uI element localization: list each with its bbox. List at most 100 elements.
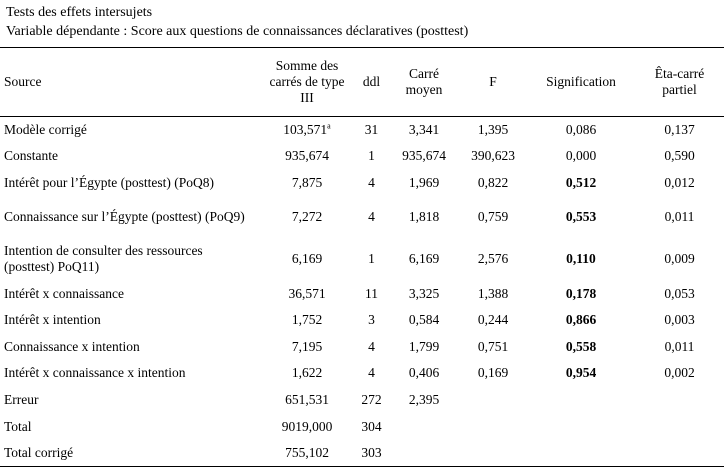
cell-mean-square: 0,584 bbox=[408, 312, 440, 328]
cell-source: Intérêt x intention bbox=[4, 312, 101, 328]
cell-ddl: 4 bbox=[368, 338, 375, 354]
cell-eta-squared: 0,009 bbox=[664, 251, 695, 267]
cell-significance bbox=[527, 439, 635, 467]
cell-ddl: 304 bbox=[361, 418, 382, 434]
cell-eta-squared bbox=[635, 413, 724, 440]
cell-ddl: 31 bbox=[364, 122, 379, 138]
table-row: Intérêt pour l’Égypte (posttest) (PoQ8) 7… bbox=[0, 170, 724, 197]
table-row: Total corrigé 755,102 303 bbox=[0, 439, 724, 467]
cell-eta-squared: 0,590 bbox=[664, 148, 695, 164]
cell-f: 1,388 bbox=[477, 285, 509, 301]
table-title: Tests des effets intersujets bbox=[6, 5, 153, 20]
cell-significance: 0,866 bbox=[565, 312, 597, 328]
cell-eta-squared: 0,012 bbox=[664, 174, 695, 190]
cell-eta-squared: 0,003 bbox=[664, 312, 695, 328]
cell-source: Intérêt x connaissance x intention bbox=[4, 365, 186, 381]
table-row: Connaissance sur l’Égypte (posttest) (Po… bbox=[0, 196, 724, 238]
cell-sum-of-squares: 935,674 bbox=[285, 148, 329, 164]
cell-f: 1,395 bbox=[477, 122, 509, 138]
cell-f bbox=[459, 439, 527, 467]
cell-sum-of-squares: 651,531 bbox=[285, 391, 329, 407]
header-mean-square: Carré moyen bbox=[389, 47, 459, 117]
cell-sum-of-squares: 7,875 bbox=[291, 174, 323, 190]
header-f: F bbox=[459, 47, 527, 117]
table-caption: Tests des effets intersujets Variable dé… bbox=[6, 3, 468, 41]
cell-f: 390,623 bbox=[471, 148, 515, 164]
cell-source: Intérêt pour l’Égypte (posttest) (PoQ8) bbox=[4, 174, 214, 190]
table-body: Modèle corrigé 103,571a 31 3,341 1,395 0,086 0… bbox=[0, 117, 724, 467]
cell-mean-square: 1,799 bbox=[408, 338, 440, 354]
cell-sum-of-squares: 755,102 bbox=[260, 439, 354, 467]
table-row: Modèle corrigé 103,571a 31 3,341 1,395 0,086 0… bbox=[0, 117, 724, 144]
cell-eta-squared: 0,002 bbox=[664, 365, 695, 381]
cell-f bbox=[459, 413, 527, 440]
cell-source: Connaissance x intention bbox=[4, 338, 140, 354]
cell-significance: 0,954 bbox=[565, 365, 597, 381]
cell-significance bbox=[527, 413, 635, 440]
cell-mean-square: 1,818 bbox=[408, 209, 440, 225]
cell-ddl: 272 bbox=[361, 391, 382, 407]
cell-source: Constante bbox=[4, 148, 58, 164]
cell-sum-of-squares: 1,622 bbox=[291, 365, 323, 381]
cell-ddl: 1 bbox=[368, 251, 375, 267]
cell-ddl: 4 bbox=[368, 209, 375, 225]
cell-significance: 0,086 bbox=[565, 122, 597, 138]
cell-ddl: 303 bbox=[354, 439, 389, 467]
cell-significance: 0,553 bbox=[565, 209, 597, 225]
cell-source: Modèle corrigé bbox=[4, 122, 87, 138]
cell-f: 0,751 bbox=[477, 338, 509, 354]
cell-significance: 0,110 bbox=[566, 251, 596, 267]
cell-f: 2,576 bbox=[477, 251, 509, 267]
table-subtitle: Variable dépendante : Score aux question… bbox=[6, 24, 469, 39]
cell-mean-square: 3,341 bbox=[408, 122, 440, 138]
cell-eta-squared: 0,011 bbox=[664, 209, 695, 225]
cell-ddl: 4 bbox=[368, 365, 375, 381]
header-source: Source bbox=[0, 47, 260, 117]
cell-significance bbox=[527, 387, 635, 414]
table-row: Intention de consulter des ressources (p… bbox=[0, 238, 724, 280]
cell-sum-of-squares: 103,571a bbox=[260, 117, 354, 144]
table-row: Intérêt x connaissance 36,571 11 3,325 1,388… bbox=[0, 280, 724, 307]
cell-sum-of-squares: 1,752 bbox=[291, 312, 323, 328]
cell-source: Erreur bbox=[4, 391, 39, 407]
table-row: Intérêt x intention 1,752 3 0,584 0,244 0,866… bbox=[0, 307, 724, 334]
cell-f bbox=[459, 387, 527, 414]
cell-significance: 0,000 bbox=[565, 148, 597, 164]
table-row: Total 9019,000 304 bbox=[0, 413, 724, 440]
cell-source: Intérêt x connaissance bbox=[4, 285, 124, 301]
cell-mean-square: 6,169 bbox=[408, 251, 440, 267]
cell-eta-squared bbox=[635, 387, 724, 414]
cell-significance: 0,178 bbox=[565, 285, 597, 301]
cell-eta-squared: 0,137 bbox=[664, 122, 695, 138]
cell-source: Intention de consulter des ressources (p… bbox=[4, 243, 203, 275]
cell-ddl: 4 bbox=[368, 174, 375, 190]
cell-eta-squared: 0,011 bbox=[664, 338, 695, 354]
cell-mean-square: 1,969 bbox=[408, 174, 440, 190]
header-row: Source Somme des carrés de type III ddl … bbox=[0, 47, 724, 117]
cell-sum-of-squares: 6,169 bbox=[291, 251, 323, 267]
ss-value: 103,571 bbox=[283, 122, 328, 138]
cell-sum-of-squares: 36,571 bbox=[288, 285, 326, 301]
header-ddl: ddl bbox=[354, 47, 389, 117]
cell-ddl: 3 bbox=[368, 312, 375, 328]
cell-source: Total corrigé bbox=[0, 439, 260, 467]
cell-sum-of-squares: 9019,000 bbox=[281, 418, 333, 434]
cell-f: 0,169 bbox=[477, 365, 509, 381]
cell-sum-of-squares: 7,272 bbox=[291, 209, 323, 225]
cell-sum-of-squares: 7,195 bbox=[291, 338, 323, 354]
cell-f: 0,759 bbox=[477, 209, 509, 225]
cell-f: 0,822 bbox=[477, 174, 509, 190]
cell-significance: 0,558 bbox=[565, 338, 597, 354]
table-row: Connaissance x intention 7,195 4 1,799 0,751… bbox=[0, 333, 724, 360]
table-row: Intérêt x connaissance x intention 1,622 4… bbox=[0, 360, 724, 387]
cell-significance: 0,512 bbox=[565, 174, 597, 190]
cell-mean-square bbox=[389, 413, 459, 440]
anova-table: Source Somme des carrés de type III ddl … bbox=[0, 47, 724, 467]
cell-source: Connaissance sur l’Égypte (posttest) (Po… bbox=[4, 209, 245, 225]
cell-ddl: 11 bbox=[365, 285, 378, 301]
footnote-marker: a bbox=[327, 121, 331, 131]
cell-eta-squared bbox=[635, 439, 724, 467]
header-sum-of-squares: Somme des carrés de type III bbox=[260, 47, 354, 117]
cell-source: Total bbox=[4, 418, 32, 434]
cell-ddl: 1 bbox=[368, 148, 375, 164]
